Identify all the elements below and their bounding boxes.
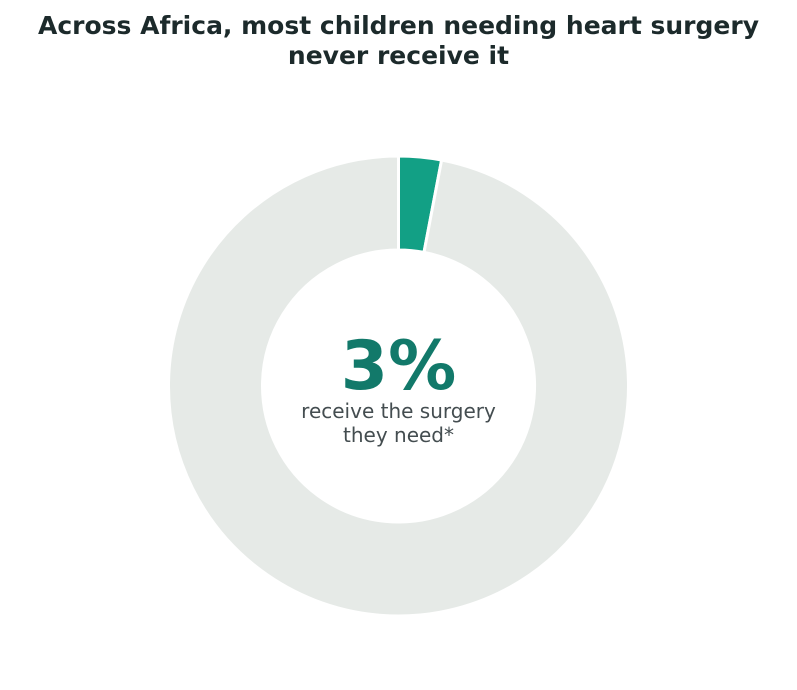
slice-remainder <box>167 154 630 618</box>
center-percentage: 3% <box>341 327 456 406</box>
chart-title-line-1: Across Africa, most children needing hea… <box>38 11 759 40</box>
donut-slices <box>167 154 630 618</box>
center-caption-line-2: they need* <box>343 423 454 447</box>
chart-title-line-2: never receive it <box>288 41 509 70</box>
center-caption-line-1: receive the surgery <box>301 399 496 423</box>
